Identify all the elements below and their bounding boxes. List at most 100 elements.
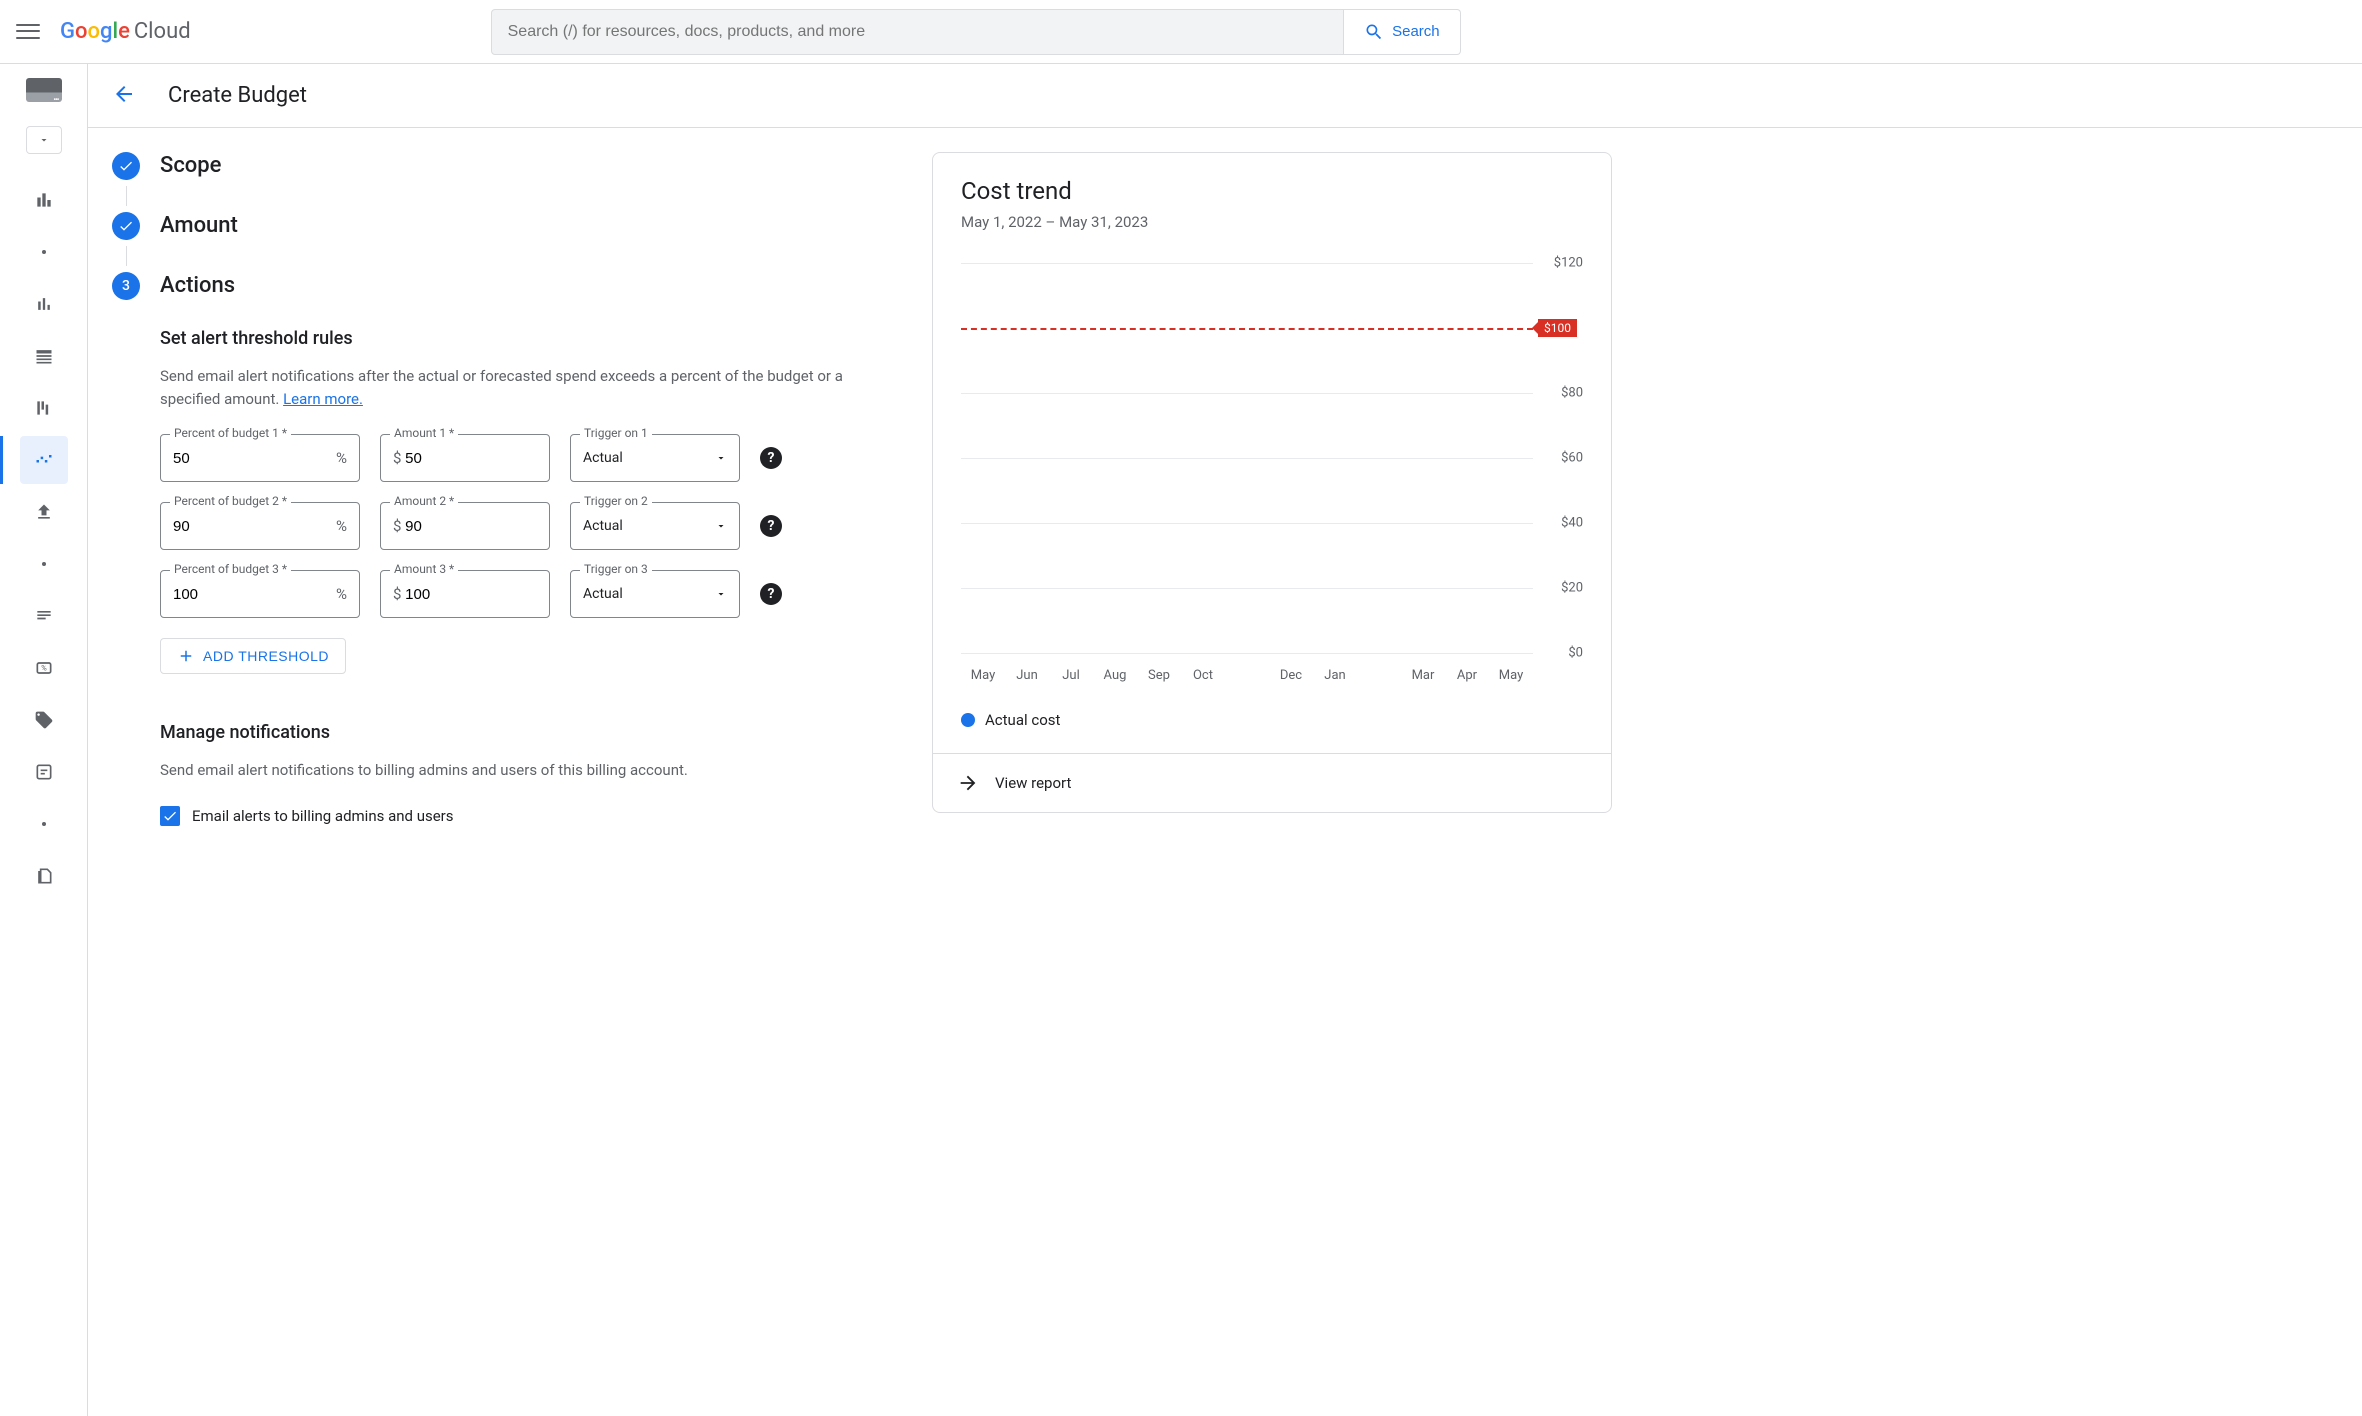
left-nav: % [0, 64, 88, 1416]
nav-budgets-icon[interactable] [20, 436, 68, 484]
trigger-select-2[interactable]: Actual [570, 502, 740, 550]
dollar-prefix: $ [393, 517, 405, 535]
dollar-prefix: $ [393, 449, 405, 467]
cost-trend-chart: $0$20$40$60$80$120 $100 MayJunJulAugSepO… [961, 263, 1583, 683]
x-axis-label: Sep [1137, 668, 1181, 683]
billing-icon[interactable] [26, 78, 62, 102]
threshold-row: Percent of budget 2 * % Amount 2 * $ [160, 502, 892, 550]
amount-input-3[interactable] [405, 586, 537, 603]
budget-badge: $100 [1538, 319, 1577, 337]
amount-label: Amount 2 * [390, 494, 458, 508]
y-axis-label: $60 [1561, 451, 1583, 466]
step-scope-indicator[interactable] [112, 152, 140, 180]
nav-dropdown[interactable] [26, 126, 62, 154]
hamburger-menu-icon[interactable] [16, 20, 40, 44]
step-amount-indicator[interactable] [112, 212, 140, 240]
trigger-label: Trigger on 2 [580, 494, 652, 508]
email-alerts-checkbox[interactable] [160, 806, 180, 826]
legend-dot [961, 713, 975, 727]
percent-label: Percent of budget 2 * [170, 494, 291, 508]
x-axis-label: May [1489, 668, 1533, 683]
x-axis-label: Jan [1313, 668, 1357, 683]
thresholds-description: Send email alert notifications after the… [160, 365, 892, 410]
x-axis-label: Dec [1269, 668, 1313, 683]
nav-cost-table-icon[interactable] [20, 332, 68, 380]
search-input[interactable] [491, 9, 1344, 55]
x-axis-label: Mar [1401, 668, 1445, 683]
x-axis-label: Aug [1093, 668, 1137, 683]
nav-pricing-icon[interactable] [20, 592, 68, 640]
chevron-down-icon [715, 452, 727, 464]
step-scope-label[interactable]: Scope [160, 152, 221, 178]
logo-cloud-text: Cloud [134, 19, 191, 44]
view-report-label: View report [995, 774, 1071, 792]
learn-more-link[interactable]: Learn more. [283, 390, 363, 408]
email-alerts-label: Email alerts to billing admins and users [192, 807, 454, 825]
trigger-label: Trigger on 3 [580, 562, 652, 576]
nav-transactions-icon[interactable] [20, 748, 68, 796]
chevron-down-icon [715, 520, 727, 532]
page-title: Create Budget [168, 83, 307, 108]
percent-label: Percent of budget 3 * [170, 562, 291, 576]
percent-label: Percent of budget 1 * [170, 426, 291, 440]
step-actions-label: Actions [160, 272, 235, 298]
check-icon [118, 158, 134, 174]
search-button-label: Search [1392, 23, 1440, 40]
trigger-select-3[interactable]: Actual [570, 570, 740, 618]
x-axis-label: Apr [1445, 668, 1489, 683]
percent-input-1[interactable] [173, 450, 336, 467]
notifications-description: Send email alert notifications to billin… [160, 759, 892, 782]
x-axis-label [1357, 668, 1401, 683]
check-icon [118, 218, 134, 234]
chevron-down-icon [715, 588, 727, 600]
notifications-title: Manage notifications [160, 722, 892, 743]
nav-documents-icon[interactable] [20, 852, 68, 900]
y-axis-label: $80 [1561, 385, 1583, 400]
nav-overview-icon[interactable] [20, 176, 68, 224]
check-icon [162, 808, 178, 824]
x-axis-label [1225, 668, 1269, 683]
nav-commitments-icon[interactable]: % [20, 644, 68, 692]
nav-separator [42, 562, 46, 566]
y-axis-label: $0 [1568, 646, 1583, 661]
x-axis-label: Oct [1181, 668, 1225, 683]
amount-label: Amount 1 * [390, 426, 458, 440]
x-axis-label: Jul [1049, 668, 1093, 683]
nav-reports-icon[interactable] [20, 280, 68, 328]
trigger-select-1[interactable]: Actual [570, 434, 740, 482]
help-icon[interactable]: ? [760, 583, 782, 605]
arrow-right-icon [957, 772, 979, 794]
help-icon[interactable]: ? [760, 515, 782, 537]
y-axis-label: $40 [1561, 515, 1583, 530]
percent-suffix: % [336, 585, 347, 603]
add-threshold-button[interactable]: ADD THRESHOLD [160, 638, 346, 674]
dollar-prefix: $ [393, 585, 405, 603]
x-axis-label: May [961, 668, 1005, 683]
x-axis-label: Jun [1005, 668, 1049, 683]
threshold-row: Percent of budget 1 * % Amount 1 * $ [160, 434, 892, 482]
nav-cost-breakdown-icon[interactable] [20, 384, 68, 432]
help-icon[interactable]: ? [760, 447, 782, 469]
cost-trend-title: Cost trend [961, 177, 1583, 205]
percent-suffix: % [336, 449, 347, 467]
nav-export-icon[interactable] [20, 488, 68, 536]
google-cloud-logo[interactable]: Google Cloud [60, 19, 191, 44]
view-report-link[interactable]: View report [933, 753, 1611, 812]
nav-separator [42, 822, 46, 826]
percent-input-2[interactable] [173, 518, 336, 535]
nav-separator [42, 250, 46, 254]
amount-input-1[interactable] [405, 450, 537, 467]
amount-input-2[interactable] [405, 518, 537, 535]
step-amount-label[interactable]: Amount [160, 212, 238, 238]
cost-trend-date: May 1, 2022 – May 31, 2023 [961, 213, 1583, 231]
step-actions-indicator[interactable]: 3 [112, 272, 140, 300]
back-arrow-icon[interactable] [112, 82, 136, 110]
nav-credits-icon[interactable] [20, 696, 68, 744]
legend-label: Actual cost [985, 711, 1060, 729]
thresholds-title: Set alert threshold rules [160, 328, 892, 349]
percent-input-3[interactable] [173, 586, 336, 603]
svg-text:%: % [41, 664, 47, 673]
plus-icon [177, 647, 195, 665]
search-button[interactable]: Search [1344, 9, 1461, 55]
trigger-label: Trigger on 1 [580, 426, 652, 440]
